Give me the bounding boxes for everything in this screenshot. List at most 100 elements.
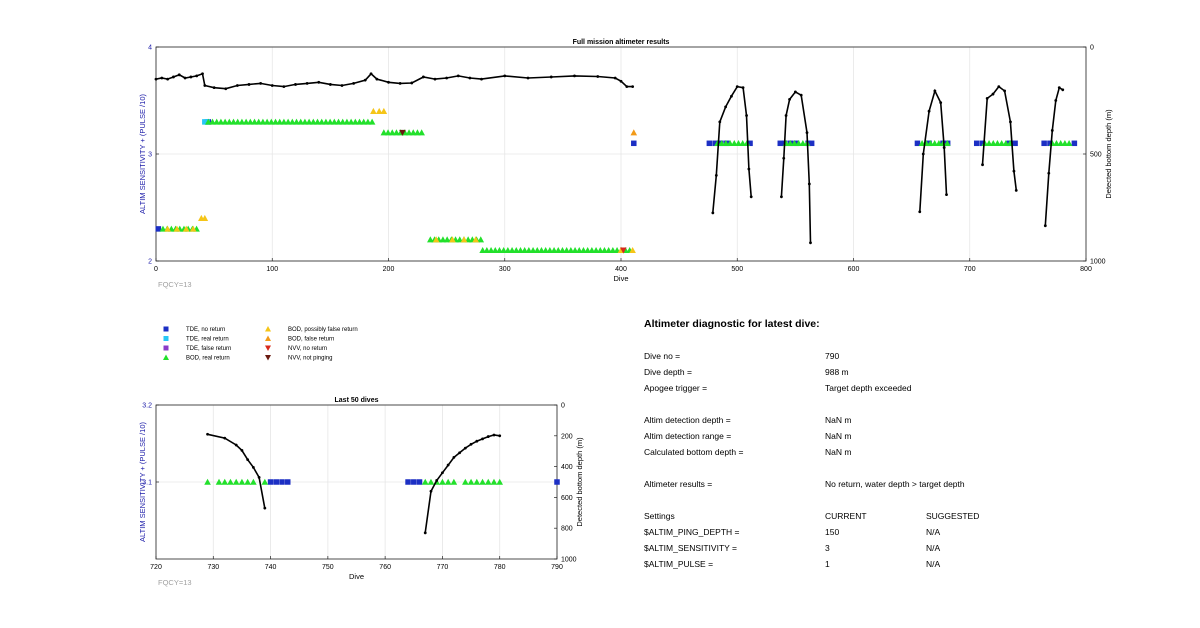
- full-mission-marker: [630, 129, 638, 136]
- full-mission-y2tick-label: 0: [1090, 45, 1094, 52]
- last-50-y2tick-label: 1000: [561, 557, 577, 564]
- full-mission-title: Full mission altimeter results: [573, 39, 670, 46]
- settings-label: Settings: [644, 511, 675, 521]
- sensitivity-label: $ALTIM_SENSITIVITY =: [644, 543, 737, 553]
- full-mission-depth-point: [745, 114, 748, 117]
- last-50-marker: [484, 478, 492, 485]
- full-mission-marker: [791, 140, 798, 147]
- full-mission-marker: [418, 129, 425, 136]
- legend-marker: [163, 354, 169, 360]
- suggested-header: SUGGESTED: [926, 511, 980, 521]
- full-mission-marker: [280, 118, 288, 125]
- full-mission-marker: [1047, 140, 1053, 147]
- last-50-depth-point: [423, 531, 427, 535]
- full-mission-marker: [739, 140, 746, 147]
- full-mission-xtick-label: 0: [154, 266, 158, 273]
- full-mission-depth-point: [1057, 86, 1061, 90]
- last-50-depth-point: [441, 471, 444, 475]
- full-mission-marker: [918, 140, 926, 147]
- full-mission-marker: [318, 118, 326, 125]
- full-mission-depth-point: [741, 86, 745, 90]
- full-mission-depth-point: [735, 85, 739, 88]
- full-mission-marker: [343, 118, 351, 125]
- full-mission-marker: [631, 140, 637, 147]
- dive-depth-label: Dive depth =: [644, 367, 692, 377]
- full-mission-depth-point: [945, 193, 948, 197]
- full-mission-marker: [554, 247, 562, 254]
- full-mission-marker: [998, 140, 1005, 147]
- full-mission-marker: [487, 247, 495, 254]
- full-mission-marker: [491, 247, 499, 254]
- full-mission-marker: [620, 247, 627, 254]
- full-mission-depth-point: [282, 85, 286, 88]
- full-mission-depth-point: [784, 114, 788, 117]
- last-50-marker: [204, 478, 211, 485]
- full-mission-marker: [706, 140, 713, 147]
- full-mission-marker: [795, 140, 802, 147]
- full-mission-depth-point: [625, 85, 629, 88]
- last-50-xtick-label: 790: [551, 564, 563, 571]
- last-50-y2tick-label: 600: [561, 495, 573, 502]
- full-mission-depth-point: [177, 73, 181, 77]
- full-mission-depth-point: [793, 90, 797, 94]
- last-50-marker: [238, 478, 246, 485]
- full-mission-marker: [722, 140, 730, 147]
- sensitivity-current: 3: [825, 543, 830, 553]
- full-mission-depth-line: [155, 72, 633, 90]
- last-50-y2tick-label: 400: [561, 464, 573, 471]
- full-mission-depth-point: [631, 85, 635, 88]
- full-mission-marker: [449, 236, 456, 243]
- full-mission-depth-point: [468, 76, 472, 80]
- full-mission-depth-point: [1014, 188, 1018, 192]
- full-mission-marker: [629, 247, 636, 254]
- full-mission-depth-point: [340, 84, 344, 87]
- full-mission-marker: [575, 247, 583, 254]
- full-mission-depth-point: [921, 152, 925, 156]
- full-mission-marker: [370, 107, 377, 114]
- last-50-marker: [250, 478, 257, 485]
- last-50-depth-point: [463, 446, 467, 450]
- full-mission-marker: [409, 129, 417, 136]
- full-mission-depth-point: [166, 77, 170, 81]
- full-mission-depth-point: [189, 75, 193, 79]
- last-50-fqcy-note: FQCY=13: [158, 578, 192, 587]
- full-mission-depth-point: [927, 109, 931, 113]
- full-mission-marker: [1041, 140, 1047, 147]
- last-50-y2label: Detected bottom depth (m): [575, 437, 584, 527]
- legend-label: BOD, possibly false return: [288, 327, 358, 333]
- full-mission-marker: [247, 118, 254, 125]
- last-50-marker: [411, 479, 417, 485]
- full-mission-marker: [596, 247, 604, 254]
- full-mission-depth-point: [747, 167, 751, 171]
- last-50-marker: [279, 479, 285, 485]
- full-mission-marker: [159, 225, 167, 232]
- full-mission-depth-point: [305, 81, 309, 85]
- full-mission-marker: [293, 118, 300, 125]
- full-mission-marker: [563, 247, 570, 254]
- last-50-xlabel: Dive: [349, 572, 364, 581]
- full-mission-marker: [546, 247, 554, 254]
- full-mission-marker: [571, 247, 579, 254]
- full-mission-depth-point: [410, 81, 414, 85]
- detection-depth-label: Altim detection depth =: [644, 415, 731, 425]
- altimeter-results-value: No return, water depth > target depth: [825, 479, 965, 489]
- full-mission-depth-point: [247, 83, 251, 86]
- last-50-y2tick-label: 800: [561, 526, 573, 533]
- full-mission-marker: [512, 247, 520, 254]
- full-mission-depth-point: [714, 174, 718, 177]
- full-mission-marker: [301, 118, 309, 125]
- full-mission-marker: [182, 225, 190, 232]
- full-mission-depth-point: [445, 76, 449, 80]
- full-mission-depth-point: [172, 75, 175, 79]
- last-50-ytick-label: 3.2: [142, 403, 152, 410]
- full-mission-fqcy-note: FQCY=13: [158, 280, 192, 289]
- last-50-marker: [285, 479, 291, 485]
- full-mission-marker: [989, 140, 997, 147]
- full-mission-marker: [217, 118, 225, 125]
- full-mission-marker: [580, 247, 587, 254]
- full-mission-marker: [799, 140, 807, 147]
- full-mission-marker: [747, 140, 753, 147]
- legend-marker: [265, 355, 271, 361]
- full-mission-depth-point: [619, 79, 623, 83]
- full-mission-marker: [1065, 140, 1073, 147]
